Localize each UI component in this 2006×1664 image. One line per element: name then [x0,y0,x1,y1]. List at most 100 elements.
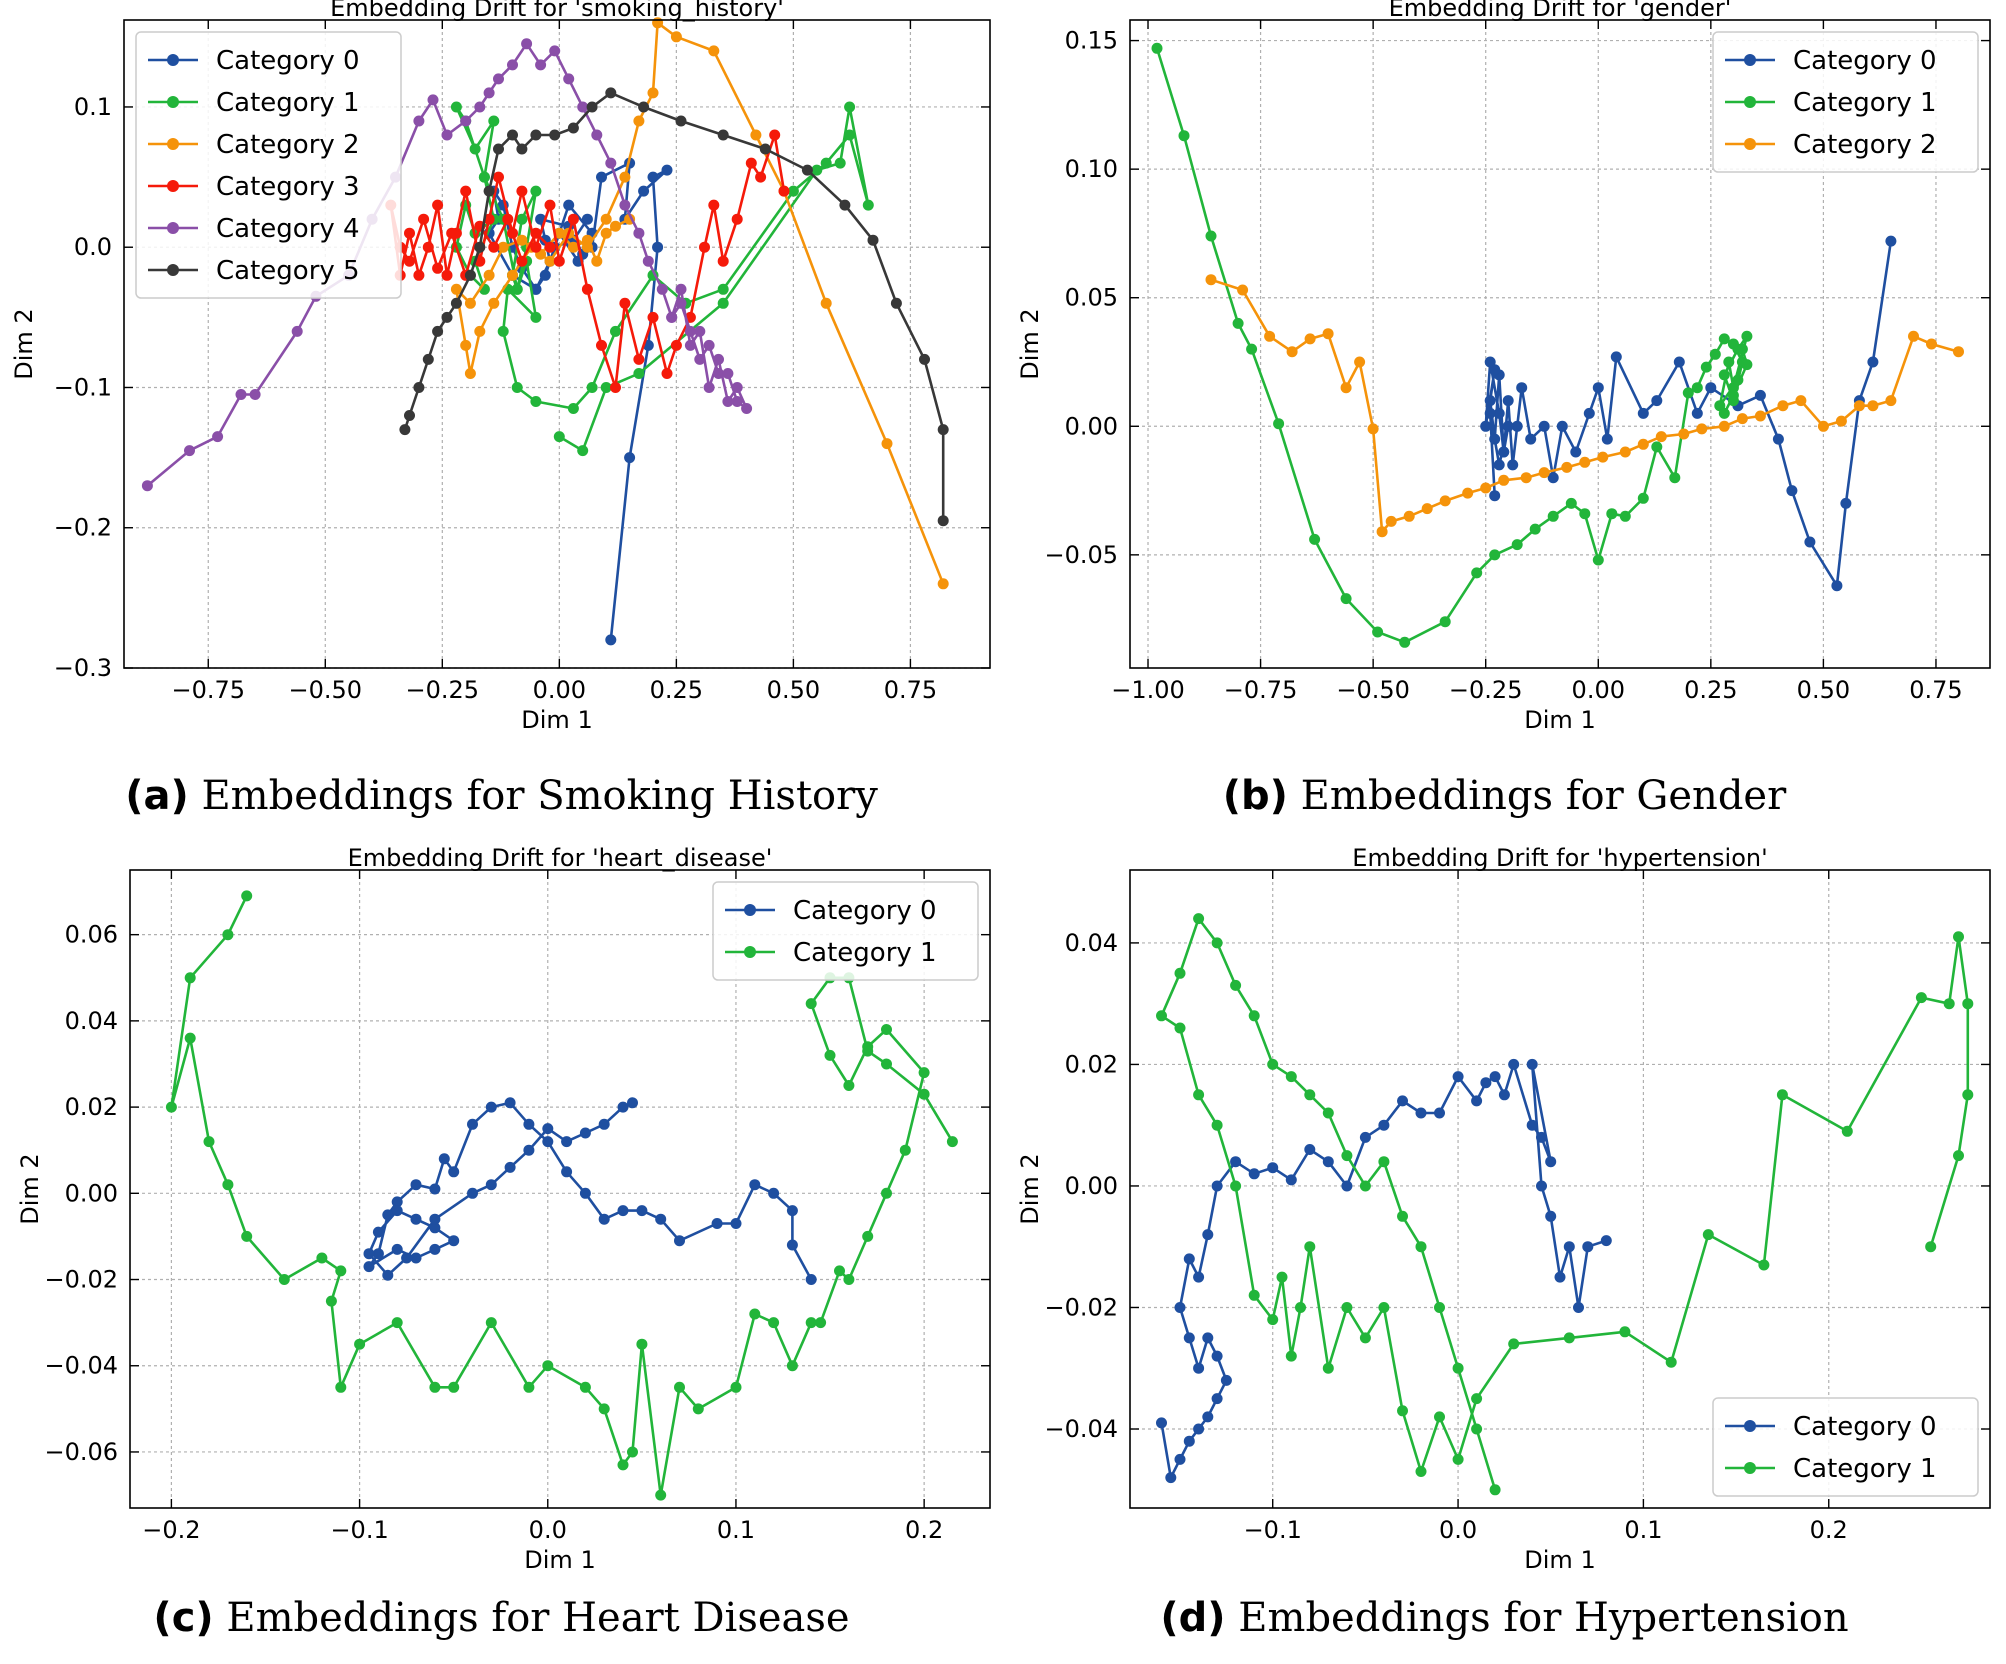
data-point [692,1403,704,1415]
data-point [717,129,729,141]
x-tick-label: 0.1 [1624,1516,1662,1544]
data-point [241,1230,253,1242]
data-point [1502,395,1514,407]
data-point [1547,472,1559,484]
data-point [567,241,579,253]
legend-swatch-marker [167,222,179,234]
data-point [881,1024,892,1035]
legend-box [1712,1397,1979,1497]
data-point [1304,1144,1316,1155]
data-point [464,368,476,379]
data-point [1772,433,1784,445]
data-point [1415,1466,1427,1477]
data-point [1841,1125,1853,1137]
data-point [633,353,645,365]
data-point [1795,395,1807,407]
data-point [1651,441,1663,453]
data-point [675,283,687,295]
data-point [619,171,631,183]
data-point [1286,346,1298,358]
data-point [382,1209,394,1221]
data-point [1237,284,1249,296]
data-point [1498,1089,1510,1101]
data-point [504,1097,516,1109]
data-point [507,269,518,281]
data-point [844,129,856,141]
data-point [427,94,439,106]
legend-label: Category 2 [1793,130,1937,160]
y-tick-label: 0.04 [65,1007,118,1035]
y-tick-label: −0.02 [1044,1293,1118,1321]
data-point [1340,593,1352,605]
data-point [750,129,762,141]
data-point [722,368,734,379]
data-point [1758,1259,1770,1271]
data-point [553,431,565,443]
data-point [1637,407,1649,419]
data-point [1462,487,1474,499]
legend-label: Category 1 [793,938,937,968]
data-point [1953,931,1964,943]
data-point [448,1381,460,1393]
data-point [391,1196,403,1208]
y-tick-label: 0.1 [74,93,112,121]
data-point [579,1381,591,1393]
data-point [1489,549,1501,561]
data-point [759,143,771,155]
caption-a-label: (a) [125,773,189,819]
y-tick-label: 0.02 [1065,1050,1118,1078]
data-point [1529,523,1541,535]
data-point [1165,1472,1177,1484]
data-point [717,283,729,295]
x-tick-label: −0.50 [289,676,363,704]
data-point [881,1187,892,1199]
data-point [553,227,565,239]
data-point [579,1187,591,1199]
data-point [1582,1241,1594,1253]
data-point [1341,1150,1353,1162]
data-point [711,1218,723,1229]
data-point [354,1338,366,1350]
data-point [937,578,949,590]
data-point [805,1317,817,1329]
chart-1: −1.00 −0.75 −0.50 −0.25 0.00 0.25 0.50 0.75 −0.0… [1016,0,1991,734]
data-point [523,1118,535,1130]
data-point [844,101,856,113]
y-tick-label: 0.00 [1065,412,1118,440]
data-point [511,283,523,295]
data-point [1536,1180,1547,1192]
data-point [1248,1289,1260,1301]
data-point [1376,526,1388,538]
data-point [516,185,528,197]
y-axis-label: Dim 2 [10,308,38,379]
legend-label: Category 0 [216,46,360,76]
series-line-1 [1155,47,1749,644]
x-axis-label: Dim 1 [524,1546,595,1574]
data-point [539,269,551,281]
x-tick-label: 0.50 [767,676,820,704]
data-point [1538,420,1550,432]
legend-swatch-marker [1744,96,1756,108]
data-point [1378,1302,1390,1313]
y-tick-label: 0.06 [65,921,118,949]
data-point [1736,343,1748,355]
data-point [511,382,523,393]
data-point [652,241,664,253]
data-point [1498,446,1510,458]
data-point [335,1265,347,1277]
x-tick-label: 0.0 [529,1516,567,1544]
data-point [497,241,509,253]
chart-2: −0.2 −0.1 0.0 0.1 0.2 −0.06 −0.04 −0.02 0.00 0.02… [16,844,991,1574]
data-point [249,389,261,400]
data-point [596,339,607,351]
data-point [1276,1271,1288,1283]
data-point [1211,937,1223,949]
data-point [1804,536,1816,548]
data-point [624,452,636,464]
data-point [862,199,874,211]
data-point [391,1205,403,1217]
data-point [184,445,195,457]
y-tick-label: −0.2 [54,514,112,542]
data-point [786,1239,798,1251]
